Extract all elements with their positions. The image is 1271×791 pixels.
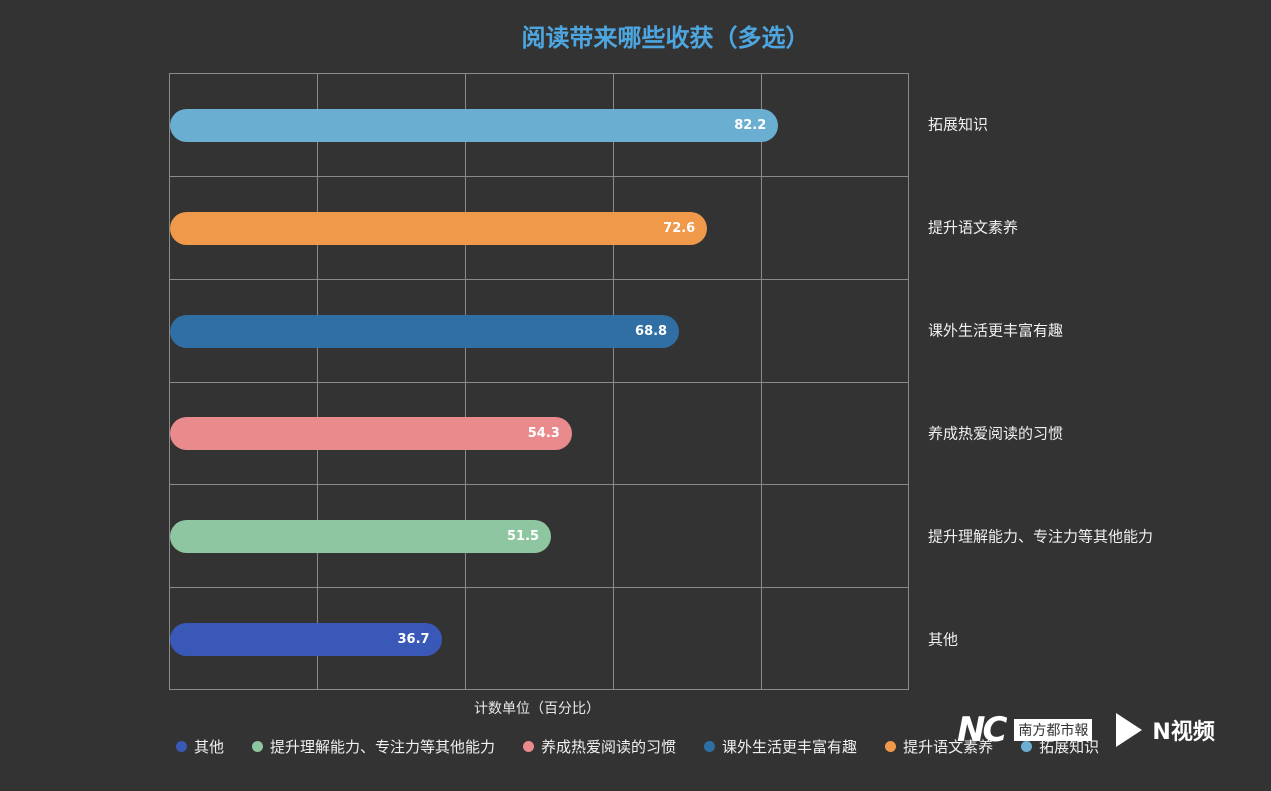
legend-label: 提升语文素养 xyxy=(903,738,994,756)
legend-label: 拓展知识 xyxy=(1039,738,1100,756)
watermark: NC 南方都市報 N视频 xyxy=(957,710,1215,750)
legend-item[interactable]: 提升语文素养 xyxy=(885,736,993,757)
bar: 36.7 xyxy=(170,623,442,657)
legend-item[interactable]: 养成热爱阅读的习惯 xyxy=(523,736,676,757)
legend-dot-icon xyxy=(252,741,264,752)
legend-label: 养成热爱阅读的习惯 xyxy=(541,738,677,756)
category-label: 课外生活更丰富有趣 xyxy=(928,321,1064,340)
grid-line-horizontal xyxy=(170,278,908,280)
legend-label: 课外生活更丰富有趣 xyxy=(722,738,858,756)
legend-label: 其他 xyxy=(194,738,225,756)
legend-dot-icon xyxy=(704,741,716,752)
category-label: 提升理解能力、专注力等其他能力 xyxy=(928,527,1154,546)
bar-value-label: 82.2 xyxy=(734,117,767,133)
play-icon xyxy=(1116,713,1143,747)
legend-item[interactable]: 其他 xyxy=(176,736,224,757)
bar: 82.2 xyxy=(170,108,779,142)
bar-value-label: 54.3 xyxy=(527,426,560,442)
legend-dot-icon xyxy=(1021,741,1033,752)
grid-line-horizontal xyxy=(170,175,908,177)
grid-line-horizontal xyxy=(170,587,908,589)
legend-item[interactable]: 拓展知识 xyxy=(1021,736,1099,757)
category-label: 养成热爱阅读的习惯 xyxy=(928,424,1064,443)
bar-value-label: 72.6 xyxy=(663,220,696,236)
grid-line-horizontal xyxy=(170,484,908,486)
category-label: 其他 xyxy=(928,630,959,649)
bar-value-label: 68.8 xyxy=(635,323,668,339)
nc-logo: NC xyxy=(957,710,1007,750)
newspaper-logo: 南方都市報 xyxy=(1014,719,1093,741)
category-label: 拓展知识 xyxy=(928,115,989,134)
legend: 其他 提升理解能力、专注力等其他能力 养成热爱阅读的习惯 课外生活更丰富有趣 提升语文素… xyxy=(176,736,1099,757)
video-brand: N视频 xyxy=(1152,720,1215,745)
x-axis-label: 计数单位（百分比） xyxy=(474,701,600,717)
bar: 72.6 xyxy=(170,211,708,245)
bar: 51.5 xyxy=(170,520,552,554)
legend-label: 提升理解能力、专注力等其他能力 xyxy=(270,738,496,756)
bar: 54.3 xyxy=(170,417,572,451)
bar-value-label: 51.5 xyxy=(507,529,540,545)
plot-area: 82.2 72.6 68.8 54.3 51.5 36.7 xyxy=(169,73,909,690)
category-label: 提升语文素养 xyxy=(928,218,1019,237)
legend-dot-icon xyxy=(885,741,897,752)
legend-dot-icon xyxy=(523,741,535,752)
chart-title: 阅读带来哪些收获（多选） xyxy=(521,24,810,52)
grid-line-horizontal xyxy=(170,381,908,383)
legend-dot-icon xyxy=(176,741,187,752)
legend-item[interactable]: 提升理解能力、专注力等其他能力 xyxy=(252,736,495,757)
bar: 68.8 xyxy=(170,314,680,348)
legend-item[interactable]: 课外生活更丰富有趣 xyxy=(704,736,857,757)
bar-value-label: 36.7 xyxy=(397,632,430,648)
